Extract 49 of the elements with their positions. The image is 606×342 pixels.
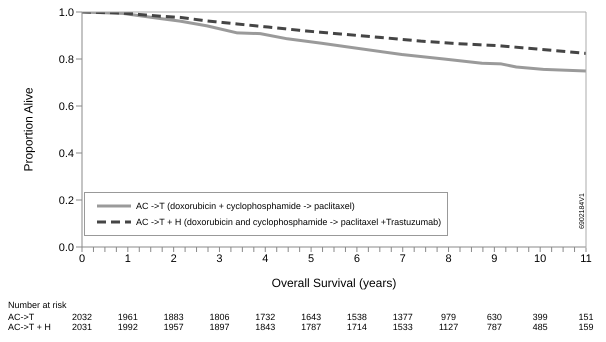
text: 1127 bbox=[438, 322, 460, 332]
text: 1806 bbox=[208, 312, 230, 322]
x-axis-title: Overall Survival (years) bbox=[272, 276, 396, 290]
x-tick-label: 2 bbox=[170, 252, 177, 265]
y-tick-label: 0.0 bbox=[58, 242, 74, 254]
text: 1992 bbox=[116, 322, 139, 332]
x-tick-label: 0 bbox=[78, 252, 86, 265]
text: 630 bbox=[486, 312, 503, 322]
x-tick-label: 6 bbox=[354, 252, 360, 265]
text: 1533 bbox=[392, 322, 414, 332]
text: 1538 bbox=[346, 312, 368, 322]
y-axis-title: Proportion Alive bbox=[21, 87, 36, 172]
legend-label: AC ->T (doxorubicin + cyclophosphamide -> paclitaxel) bbox=[136, 201, 355, 211]
x-tick-label: 9 bbox=[491, 252, 498, 265]
text: 485 bbox=[532, 322, 549, 332]
x-tick-label: 4 bbox=[262, 252, 268, 265]
text: 1377 bbox=[392, 312, 414, 322]
text: 1883 bbox=[162, 312, 185, 322]
text: 2031 bbox=[70, 322, 94, 332]
text: 787 bbox=[486, 322, 503, 332]
y-tick-label: 0.6 bbox=[58, 100, 74, 113]
y-tick-label: 1.0 bbox=[58, 6, 74, 19]
text: 159 bbox=[577, 322, 595, 332]
y-tick-label: 0.4 bbox=[58, 148, 74, 160]
y-tick-label: 0.8 bbox=[58, 54, 74, 66]
text: 1843 bbox=[254, 322, 276, 332]
x-tick-label: 5 bbox=[308, 252, 314, 265]
text: 1732 bbox=[254, 312, 276, 322]
text: 151 bbox=[577, 312, 595, 322]
x-tick-label: 10 bbox=[534, 252, 546, 265]
text: 1897 bbox=[208, 322, 230, 332]
text: 2032 bbox=[70, 312, 94, 322]
text: Number at risk bbox=[8, 300, 67, 310]
x-tick-label: 1 bbox=[124, 252, 131, 265]
text: 399 bbox=[532, 312, 549, 322]
y-tick-label: 0.2 bbox=[58, 194, 74, 207]
text: 1961 bbox=[116, 312, 139, 322]
text: AC->T bbox=[8, 312, 34, 322]
x-tick-label: 11 bbox=[580, 252, 592, 265]
x-tick-label: 7 bbox=[400, 252, 406, 265]
text: 979 bbox=[440, 312, 458, 322]
text: 1787 bbox=[300, 322, 322, 332]
text: 1643 bbox=[300, 312, 322, 322]
text: AC->T + H bbox=[8, 322, 51, 332]
x-tick-label: 3 bbox=[216, 252, 223, 265]
legend-label: AC ->T + H (doxorubicin and cyclophosphamide -> paclitaxel +Trastuzumab) bbox=[136, 217, 442, 227]
text: 1957 bbox=[162, 322, 185, 332]
x-tick-label: 8 bbox=[445, 252, 452, 265]
text: 1714 bbox=[346, 322, 368, 332]
